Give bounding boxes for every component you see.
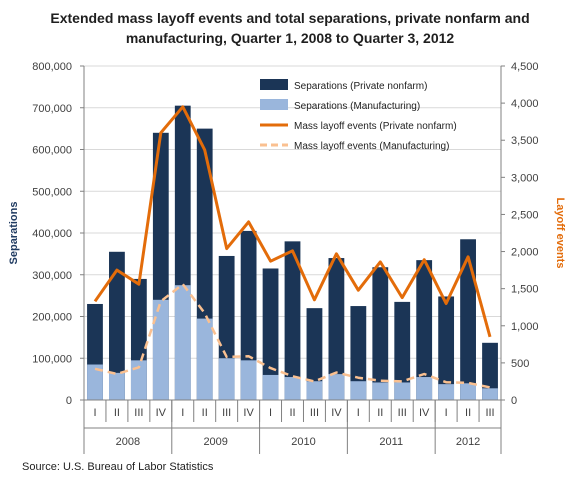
right-tick-label: 2,500 [511, 209, 539, 221]
quarter-label: I [93, 407, 96, 419]
legend-manufacturing-bar-swatch [260, 99, 288, 110]
bar-manufacturing [218, 358, 235, 400]
left-tick-label: 0 [66, 395, 72, 407]
left-axis-title: Separations [8, 202, 20, 265]
quarter-label: I [357, 407, 360, 419]
legend-private-nonfarm-line-label: Mass layoff events (Private nonfarm) [294, 121, 457, 132]
legend-manufacturing-line-label: Mass layoff events (Manufacturing) [294, 141, 449, 152]
year-label: 2008 [116, 436, 140, 448]
bar-manufacturing [240, 360, 257, 400]
quarter-label: IV [331, 407, 342, 419]
right-tick-label: 0 [511, 395, 517, 407]
quarter-label: III [134, 407, 143, 419]
quarter-label: II [465, 407, 471, 419]
bar-manufacturing [438, 384, 455, 400]
bar-private-nonfarm [306, 308, 323, 400]
bar-private-nonfarm [262, 268, 279, 400]
chart-title: Extended mass layoff events and total se… [0, 8, 580, 48]
bar-manufacturing [372, 382, 389, 400]
bar-manufacturing [109, 372, 125, 400]
quarter-label: IV [156, 407, 167, 419]
right-axis-title: Layoff events [554, 198, 566, 269]
quarter-label: I [269, 407, 272, 419]
bar-manufacturing [196, 318, 213, 400]
left-tick-label: 700,000 [32, 103, 72, 115]
left-tick-label: 600,000 [32, 145, 72, 157]
bar-manufacturing [350, 381, 367, 400]
chart-title-line-2: manufacturing, Quarter 1, 2008 to Quarte… [125, 30, 455, 46]
bar-private-nonfarm [284, 241, 301, 400]
quarter-label: I [445, 407, 448, 419]
bar-private-nonfarm [416, 260, 433, 400]
quarter-label: II [289, 407, 295, 419]
quarter-label: III [485, 407, 494, 419]
bar-manufacturing [152, 299, 169, 400]
left-tick-label: 100,000 [32, 353, 72, 365]
year-label: 2009 [203, 436, 227, 448]
bar-manufacturing [394, 382, 411, 400]
bar-manufacturing [460, 383, 476, 400]
legend-manufacturing-bar-label: Separations (Manufacturing) [294, 101, 420, 112]
legend-private-nonfarm-bar-swatch [260, 79, 288, 90]
bar-manufacturing [174, 285, 191, 400]
right-tick-label: 500 [511, 358, 529, 370]
quarter-label: II [202, 407, 208, 419]
left-tick-label: 200,000 [32, 312, 72, 324]
bar-manufacturing [87, 364, 103, 400]
bar-manufacturing [416, 377, 433, 400]
bar-manufacturing [284, 377, 301, 400]
right-tick-label: 3,000 [511, 172, 539, 184]
right-tick-label: 4,500 [511, 61, 539, 73]
quarter-label: III [398, 407, 407, 419]
quarter-label: III [310, 407, 319, 419]
bar-manufacturing [130, 360, 147, 400]
right-tick-label: 3,500 [511, 135, 539, 147]
bar-manufacturing [482, 388, 498, 400]
right-tick-label: 4,000 [511, 98, 539, 110]
bar-private-nonfarm [328, 258, 345, 400]
bar-private-nonfarm [460, 239, 476, 400]
bar-private-nonfarm [350, 306, 367, 400]
right-tick-label: 1,000 [511, 321, 539, 333]
line-mass-layoff-private-nonfarm [93, 105, 492, 338]
left-tick-label: 300,000 [32, 270, 72, 282]
bar-private-nonfarm [438, 296, 455, 400]
bar-private-nonfarm [394, 301, 411, 400]
line-mass-layoff-manufacturing [94, 282, 491, 389]
bar-private-nonfarm [109, 251, 125, 400]
right-tick-label: 2,000 [511, 247, 539, 259]
legend-private-nonfarm-bar-label: Separations (Private nonfarm) [294, 81, 427, 92]
right-tick-label: 1,500 [511, 284, 539, 296]
chart-title-line-1: Extended mass layoff events and total se… [50, 10, 530, 26]
quarter-label: IV [419, 407, 430, 419]
year-label: 2011 [379, 436, 403, 448]
bar-manufacturing [306, 381, 323, 400]
year-label: 2010 [291, 436, 315, 448]
source-note: Source: U.S. Bureau of Labor Statistics [22, 461, 214, 473]
bar-manufacturing [262, 374, 279, 400]
left-tick-label: 800,000 [32, 61, 72, 73]
quarter-label: II [114, 407, 120, 419]
quarter-label: III [222, 407, 231, 419]
left-tick-label: 400,000 [32, 228, 72, 240]
bar-private-nonfarm [372, 267, 389, 400]
quarter-label: I [181, 407, 184, 419]
year-label: 2012 [456, 436, 480, 448]
bar-manufacturing [328, 374, 345, 400]
left-tick-label: 500,000 [32, 186, 72, 198]
quarter-label: IV [243, 407, 254, 419]
quarter-label: II [377, 407, 383, 419]
